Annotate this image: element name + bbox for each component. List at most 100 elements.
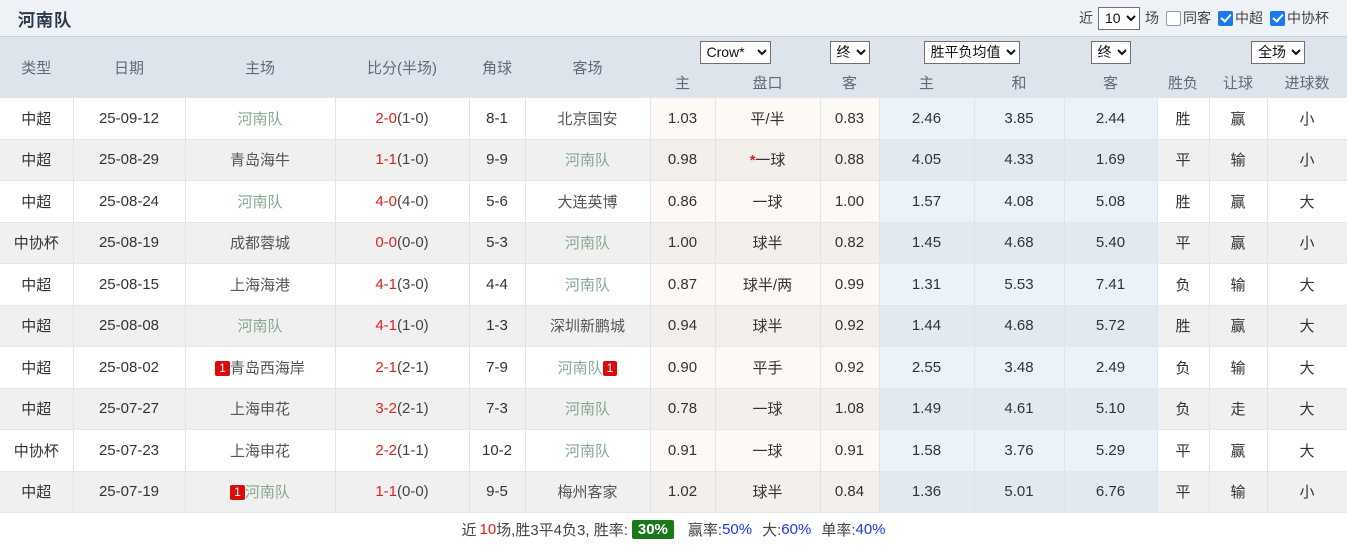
cell-away-team[interactable]: 河南队 1 (525, 346, 651, 389)
cell-handicap-away-odds: 0.84 (820, 471, 880, 513)
same-venue-checkbox[interactable] (1166, 10, 1181, 26)
cell-league-type[interactable]: 中协杯 (0, 429, 74, 472)
cell-away-team[interactable]: 河南队 (525, 429, 651, 472)
table-row[interactable]: 中超 25-08-08 河南队 4-1(1-0) 1-3 深圳新鹏城 0.94 球半 0.92 1… (0, 305, 1347, 347)
cell-score[interactable]: 4-1(1-0) (335, 305, 470, 347)
table-row[interactable]: 中超 25-09-12 河南队 2-0(1-0) 8-1 北京国安 1.03 平/半 0.83 2… (0, 97, 1347, 140)
cell-league-type[interactable]: 中超 (0, 471, 74, 513)
cell-away-team[interactable]: 深圳新鹏城 (525, 305, 651, 347)
cell-home-team[interactable]: 青岛海牛 (185, 139, 336, 181)
table-row[interactable]: 中协杯 25-08-19 成都蓉城 0-0(0-0) 5-3 河南队 1.00 球半 0.82 1… (0, 222, 1347, 264)
score-halftime: (1-1) (397, 441, 429, 459)
cell-score[interactable]: 4-1(3-0) (335, 263, 470, 306)
big-rate-label: 大: (762, 522, 782, 539)
cell-away-team[interactable]: 梅州客家 (525, 471, 651, 513)
cell-odds-away: 5.29 (1064, 429, 1158, 472)
cell-home-team[interactable]: 1 河南队 (185, 471, 336, 513)
cell-away-team[interactable]: 河南队 (525, 263, 651, 306)
cell-odds-draw: 3.48 (974, 346, 1065, 389)
score-fulltime: 1-1 (375, 483, 397, 501)
odds-type-select[interactable]: 胜平负均值凯利指数返还率 (923, 40, 1020, 64)
handicap-stage-select[interactable]: 初终 (829, 40, 870, 64)
cell-league-type[interactable]: 中协杯 (0, 222, 74, 264)
cell-league-type[interactable]: 中超 (0, 180, 74, 223)
cell-away-team[interactable]: 河南队 (525, 139, 651, 181)
league-csl-checkbox[interactable] (1218, 10, 1233, 26)
score-halftime: (2-1) (397, 358, 429, 376)
cell-league-type[interactable]: 中超 (0, 97, 74, 140)
table-row[interactable]: 中超 25-07-19 1 河南队 1-1(0-0) 9-5 梅州客家 1.02 球半 0.84 1… (0, 471, 1347, 513)
cell-league-type[interactable]: 中超 (0, 139, 74, 181)
cell-score[interactable]: 2-0(1-0) (335, 97, 470, 140)
cell-score[interactable]: 2-2(1-1) (335, 429, 470, 472)
cell-home-team[interactable]: 上海申花 (185, 429, 336, 472)
cell-away-team[interactable]: 河南队 (525, 388, 651, 430)
cell-league-type[interactable]: 中超 (0, 263, 74, 306)
away-team-name: 梅州客家 (557, 484, 618, 502)
cell-home-team[interactable]: 河南队 (185, 305, 336, 347)
table-row[interactable]: 中超 25-08-24 河南队 4-0(4-0) 5-6 大连英博 0.86 一球 1.00 1.… (0, 180, 1347, 223)
cell-result-goals: 大 (1267, 305, 1347, 347)
recent-count-select[interactable]: 6102030 (1098, 6, 1140, 30)
home-team-name: 青岛西海岸 (229, 359, 305, 377)
cell-result-goals: 大 (1267, 180, 1347, 223)
cell-score[interactable]: 0-0(0-0) (335, 222, 470, 264)
table-body: 中超 25-09-12 河南队 2-0(1-0) 8-1 北京国安 1.03 平/半 0.83 2… (0, 97, 1347, 513)
score-fulltime: 1-1 (375, 151, 397, 169)
cell-score[interactable]: 4-0(4-0) (335, 180, 470, 223)
handicap-stage-select-cell: 初终 (820, 37, 880, 68)
cell-result-wdl: 平 (1157, 139, 1210, 181)
spacer-header-cell (1157, 37, 1210, 68)
cell-handicap-home-odds: 0.86 (650, 180, 716, 223)
table-row[interactable]: 中超 25-07-27 上海申花 3-2(2-1) 7-3 河南队 0.78 一球 1.08 1.… (0, 388, 1347, 430)
score-halftime: (3-0) (397, 275, 429, 293)
table-row[interactable]: 中协杯 25-07-23 上海申花 2-2(1-1) 10-2 河南队 0.91 一球 0.91… (0, 429, 1347, 472)
cell-away-team[interactable]: 北京国安 (525, 97, 651, 140)
table-row[interactable]: 中超 25-08-15 上海海港 4-1(3-0) 4-4 河南队 0.87 球半/两 0.99… (0, 263, 1347, 306)
cell-date: 25-08-02 (73, 346, 186, 389)
cell-date: 25-08-24 (73, 180, 186, 223)
bookmaker-select[interactable]: Crow*Bet365易胜博利记 (699, 40, 771, 64)
table-row[interactable]: 中超 25-08-02 1 青岛西海岸 2-1(2-1) 7-9 河南队 1 0.90 平手 0.9… (0, 346, 1347, 389)
cell-odds-draw: 3.85 (974, 97, 1065, 140)
cell-away-team[interactable]: 河南队 (525, 222, 651, 264)
cell-away-team[interactable]: 大连英博 (525, 180, 651, 223)
cell-handicap-away-odds: 0.92 (820, 346, 880, 389)
cell-result-goals: 小 (1267, 222, 1347, 264)
cell-league-type[interactable]: 中超 (0, 305, 74, 347)
cell-score[interactable]: 1-1(0-0) (335, 471, 470, 513)
cell-corner: 9-9 (469, 139, 526, 181)
odds-stage-select[interactable]: 初终 (1090, 40, 1131, 64)
cell-odds-away: 5.08 (1064, 180, 1158, 223)
cell-home-team[interactable]: 上海海港 (185, 263, 336, 306)
cell-result-handicap: 赢 (1209, 222, 1268, 264)
cell-handicap-away-odds: 0.91 (820, 429, 880, 472)
cell-handicap-home-odds: 0.90 (650, 346, 716, 389)
cell-score[interactable]: 3-2(2-1) (335, 388, 470, 430)
cell-home-team[interactable]: 上海申花 (185, 388, 336, 430)
scope-select[interactable]: 全场半场 (1251, 40, 1305, 64)
league-cup-checkbox[interactable] (1270, 10, 1285, 26)
cell-home-team[interactable]: 成都蓉城 (185, 222, 336, 264)
scope-select-cell: 全场半场 (1209, 37, 1347, 68)
cell-league-type[interactable]: 中超 (0, 388, 74, 430)
score-fulltime: 0-0 (375, 234, 397, 252)
cell-home-team[interactable]: 河南队 (185, 180, 336, 223)
cell-league-type[interactable]: 中超 (0, 346, 74, 389)
cell-home-team[interactable]: 河南队 (185, 97, 336, 140)
away-team-name: 河南队 (564, 235, 610, 253)
home-team-name: 成都蓉城 (229, 235, 290, 253)
cell-home-team[interactable]: 1 青岛西海岸 (185, 346, 336, 389)
cell-handicap-line: 球半 (715, 471, 821, 513)
cell-date: 25-07-27 (73, 388, 186, 430)
table-row[interactable]: 中超 25-08-29 青岛海牛 1-1(1-0) 9-9 河南队 0.98 *一球 0.88 4… (0, 139, 1347, 181)
score-halftime: (0-0) (397, 483, 429, 501)
red-card-badge: 1 (215, 360, 230, 376)
cell-handicap-home-odds: 1.02 (650, 471, 716, 513)
col-header-hcap-home: 主 (650, 67, 716, 98)
cell-score[interactable]: 1-1(1-0) (335, 139, 470, 181)
cell-score[interactable]: 2-1(2-1) (335, 346, 470, 389)
summary-record: 场,胜3平4负3, 胜率: (496, 522, 628, 539)
cell-result-handicap: 赢 (1209, 429, 1268, 472)
ying-rate-value: 50% (722, 521, 753, 538)
